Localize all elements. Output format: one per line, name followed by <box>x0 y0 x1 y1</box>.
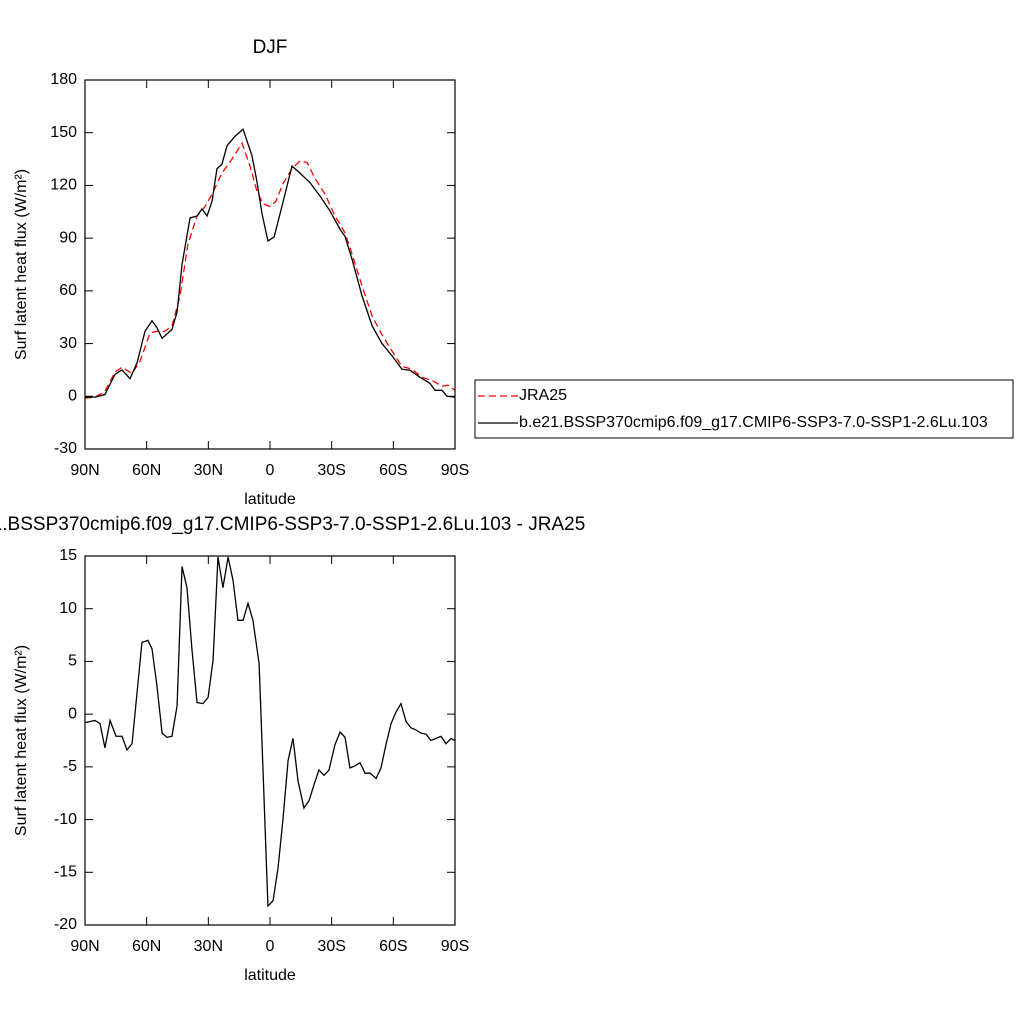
x-tick-label: 30S <box>317 462 345 479</box>
y-tick-label: 0 <box>68 705 77 722</box>
y-tick-label: 0 <box>68 388 77 405</box>
legend-box <box>474 379 1014 439</box>
x-tick-label: 90N <box>70 938 99 955</box>
y-axis-label: Surf latent heat flux (W/m²) <box>13 645 30 836</box>
x-tick-label: 60S <box>379 462 407 479</box>
x-tick-label: 0 <box>266 938 275 955</box>
plot-frame <box>84 555 456 926</box>
legend-label: b.e21.BSSP370cmip6.f09_g17.CMIP6-SSP3-7.… <box>519 414 988 431</box>
y-tick-label: -30 <box>54 440 77 457</box>
y-tick-label: -10 <box>54 811 77 828</box>
x-tick-label: 90N <box>70 462 99 479</box>
y-tick-label: 90 <box>59 229 77 246</box>
x-tick-label: 90S <box>441 938 469 955</box>
legend-label: JRA25 <box>519 387 567 404</box>
x-tick-label: 30S <box>317 938 345 955</box>
y-tick-label: 30 <box>59 335 77 352</box>
series-line <box>85 128 456 398</box>
y-tick-label: 180 <box>50 71 77 88</box>
x-tick-label: 90S <box>441 462 469 479</box>
x-axis-label: latitude <box>244 491 296 508</box>
chart-title: b.e21.BSSP370cmip6.f09_g17.CMIP6-SSP3-7.… <box>0 514 585 535</box>
y-tick-label: -15 <box>54 864 77 881</box>
y-tick-label: -20 <box>54 916 77 933</box>
x-tick-label: 60N <box>132 938 161 955</box>
x-tick-label: 60N <box>132 462 161 479</box>
series-line <box>84 556 456 908</box>
y-tick-label: 60 <box>59 282 77 299</box>
plot-frame <box>84 79 456 450</box>
chart-title: DJF <box>253 37 288 58</box>
y-tick-label: 15 <box>59 547 77 564</box>
y-tick-label: 120 <box>50 177 77 194</box>
y-tick-label: 5 <box>68 653 77 670</box>
x-tick-label: 60S <box>379 938 407 955</box>
series-line <box>84 141 456 399</box>
y-axis-label: Surf latent heat flux (W/m²) <box>13 169 30 360</box>
x-tick-label: 0 <box>266 462 275 479</box>
y-tick-label: -5 <box>63 758 77 775</box>
x-tick-label: 30N <box>194 462 223 479</box>
x-tick-label: 30N <box>194 938 223 955</box>
y-tick-label: 10 <box>59 600 77 617</box>
y-tick-label: 150 <box>50 124 77 141</box>
x-axis-label: latitude <box>244 967 296 984</box>
